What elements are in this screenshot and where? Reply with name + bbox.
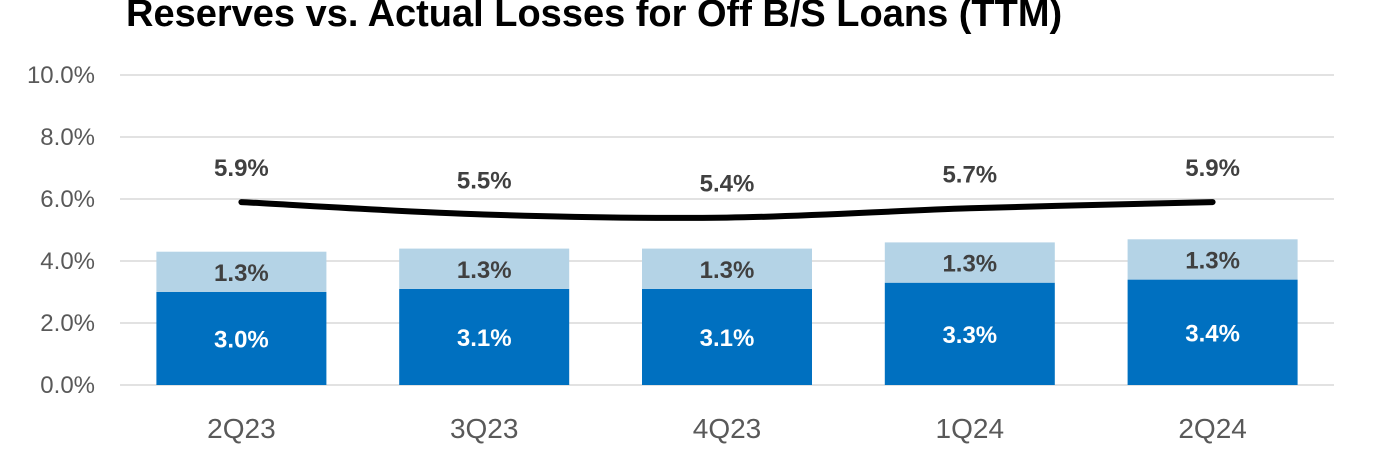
bar-top-label: 1.3% xyxy=(457,257,512,284)
bar-bottom-label: 3.0% xyxy=(214,327,269,354)
y-tick-label: 0.0% xyxy=(40,372,95,399)
chart-title: Reserves vs. Actual Losses for Off B/S L… xyxy=(126,0,1062,35)
x-tick-label: 4Q23 xyxy=(693,413,762,444)
x-tick-label: 2Q23 xyxy=(207,413,276,444)
bar-segment-top xyxy=(642,248,812,289)
y-tick-label: 4.0% xyxy=(40,248,95,275)
bar-segment-top xyxy=(399,248,570,289)
bar-segment-bottom xyxy=(156,292,327,385)
bar-top-label: 1.3% xyxy=(700,257,755,284)
bar-segment-top xyxy=(1127,239,1298,280)
bar-segment-bottom xyxy=(1127,279,1298,385)
line-point-label: 5.5% xyxy=(457,168,512,195)
y-tick-label: 6.0% xyxy=(40,186,95,213)
bar-segment-bottom xyxy=(642,288,812,385)
line-point-label: 5.9% xyxy=(1185,155,1240,182)
bar-bottom-label: 3.4% xyxy=(1185,320,1240,347)
x-tick-label: 3Q23 xyxy=(450,413,519,444)
y-tick-label: 8.0% xyxy=(40,124,95,151)
bar-bottom-label: 3.3% xyxy=(942,322,997,349)
bar-bottom-label: 3.1% xyxy=(457,325,512,352)
bar-top-label: 1.3% xyxy=(1185,247,1240,274)
bar-bottom-label: 3.1% xyxy=(700,325,755,352)
y-tick-label: 2.0% xyxy=(40,310,95,337)
line-path xyxy=(238,199,1216,221)
bars xyxy=(156,239,1298,385)
bar-segment-bottom xyxy=(884,282,1055,385)
x-tick-label: 2Q24 xyxy=(1178,413,1247,444)
bar-top-label: 1.3% xyxy=(942,251,997,278)
bar-top-label: 1.3% xyxy=(214,260,269,287)
data-labels: 3.0% 1.3% 3.1% 1.3% 3.1% 1.3% 3.3% 1.3% 3.4% 1.3%… xyxy=(214,155,1240,353)
y-tick-label: 10.0% xyxy=(27,62,95,89)
bar-segment-top xyxy=(884,242,1055,283)
x-tick-label: 1Q24 xyxy=(936,413,1005,444)
line-point-label: 5.9% xyxy=(214,155,269,182)
x-axis-ticks: 2Q23 3Q23 4Q23 1Q24 2Q24 xyxy=(207,413,1247,444)
line-series xyxy=(238,199,1216,221)
y-axis-ticks: 0.0% 2.0% 4.0% 6.0% 8.0% 10.0% xyxy=(27,62,95,399)
line-point-label: 5.7% xyxy=(942,161,997,188)
bar-segment-top xyxy=(156,251,327,292)
bar-segment-bottom xyxy=(399,288,570,385)
line-point-label: 5.4% xyxy=(700,171,755,198)
